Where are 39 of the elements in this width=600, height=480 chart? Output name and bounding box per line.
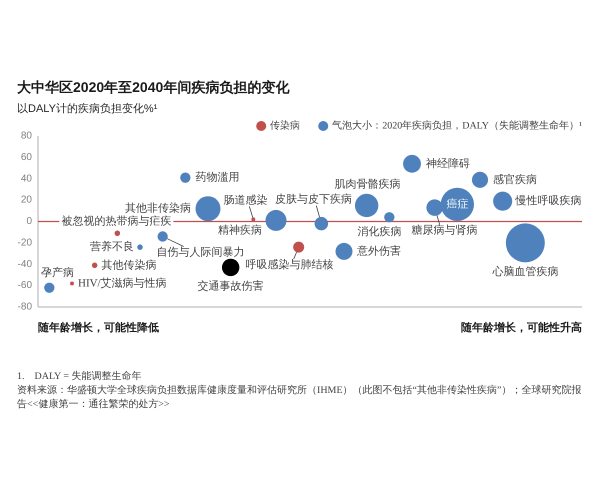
- data-label: 肌肉骨骼疾病: [334, 177, 401, 190]
- chart-subtitle: 以DALY计的疾病负担变化%¹: [17, 102, 158, 115]
- text: 1. DALY = 失能调整生命年: [17, 370, 143, 384]
- data-label: 感官疾病: [493, 172, 537, 186]
- data-label: 意外伤害: [356, 244, 401, 258]
- data-label: 心脑血管疾病: [491, 264, 558, 278]
- y-tick-label: 20: [20, 194, 32, 206]
- data-label: 孕产病: [40, 266, 74, 279]
- text: 随年龄增长，可能性升高: [461, 321, 582, 334]
- y-tick-label: 0: [26, 216, 32, 227]
- y-tick-label: 80: [20, 130, 32, 142]
- data-label: 其他传染病: [102, 258, 157, 272]
- y-tick-label: 60: [20, 152, 32, 163]
- legend-label: 传染病: [270, 120, 300, 132]
- y-tick-label: -20: [18, 237, 32, 248]
- data-label: 皮肤与皮下疾病: [274, 192, 352, 206]
- data-label: HIV/艾滋病与性病: [78, 276, 167, 290]
- data-label: 自伤与人际间暴力: [156, 245, 245, 258]
- y-tick-label: -40: [18, 258, 32, 270]
- y-tick-label: 40: [20, 173, 32, 184]
- data-label: 神经障碍: [426, 156, 470, 170]
- data-label: 被忽视的热带病与疟疾: [61, 214, 172, 228]
- legend-label: 气泡大小：2020年疾病负担，DALY（失能调整生命年）¹: [332, 120, 582, 132]
- y-tick-label: -80: [18, 302, 32, 312]
- text: 随年龄增长，可能性降低: [38, 321, 159, 334]
- data-label: 癌症: [446, 197, 468, 210]
- data-label: 肠道感染: [223, 193, 268, 206]
- y-tick-label: -60: [18, 280, 32, 292]
- data-label: 精神疾病: [218, 223, 262, 236]
- data-label: 慢性呼吸疾病: [514, 194, 582, 208]
- text: 资料来源：华盛顿大学全球疾病负担数据库健康度量和评估研究所（IHME）（此图不包括“其他非传染性疾病”）；全球研究院报告<<健康第一：通往繁荣的处方>>: [17, 384, 582, 412]
- data-label: 呼吸感染与肺结核: [246, 258, 334, 272]
- data-label: 营养不良: [90, 240, 134, 254]
- data-label: 糖尿病与肾病: [412, 224, 478, 237]
- data-label: 其他非传染病: [125, 202, 191, 215]
- data-label: 交通事故伤害: [198, 279, 264, 292]
- chart-title: 大中华区2020年至2040年间疾病负担的变化: [17, 79, 290, 95]
- data-label: 药物滥用: [195, 170, 240, 184]
- data-label: 消化疾病: [357, 225, 402, 238]
